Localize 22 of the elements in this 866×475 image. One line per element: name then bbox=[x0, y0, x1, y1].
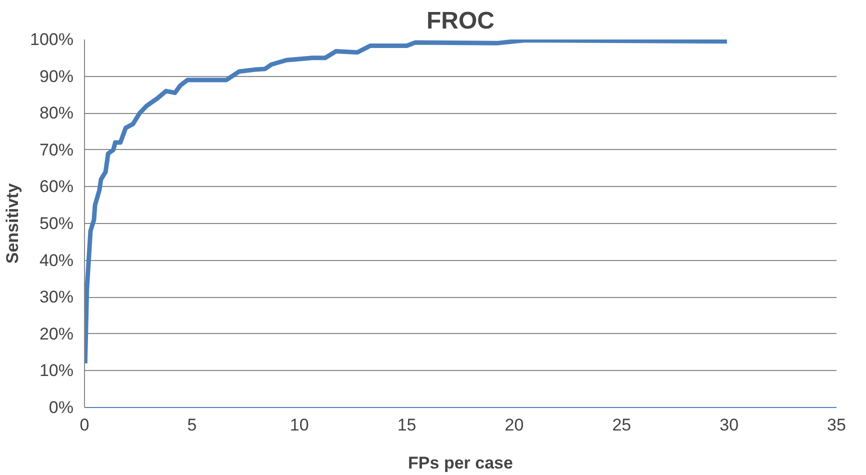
x-tick-label: 25 bbox=[612, 416, 632, 434]
y-axis-title: Sensitivty bbox=[3, 182, 22, 264]
y-tick-label: 90% bbox=[39, 66, 74, 86]
x-axis-title: FPs per case bbox=[408, 454, 513, 472]
x-tick-label: 35 bbox=[827, 416, 846, 434]
y-tick-label: 70% bbox=[39, 140, 74, 160]
x-tick-label: 30 bbox=[720, 416, 739, 434]
y-tick-label: 80% bbox=[39, 104, 74, 123]
y-tick-label: 50% bbox=[39, 214, 74, 233]
x-tick-label: 5 bbox=[187, 416, 197, 434]
y-tick-label: 30% bbox=[39, 288, 74, 307]
y-tick-label: 0% bbox=[48, 398, 74, 417]
y-tick-label: 10% bbox=[39, 361, 74, 380]
chart-title: FROC bbox=[426, 8, 495, 34]
x-tick-label: 15 bbox=[397, 416, 416, 434]
y-tick-label: 100% bbox=[30, 30, 74, 49]
x-tick-label: 10 bbox=[290, 416, 309, 434]
x-tick-label: 0 bbox=[80, 416, 90, 434]
x-tick-label: 20 bbox=[504, 416, 524, 434]
y-tick-label: 20% bbox=[39, 324, 74, 344]
y-tick-label: 60% bbox=[39, 177, 74, 196]
y-tick-label: 40% bbox=[39, 250, 74, 270]
